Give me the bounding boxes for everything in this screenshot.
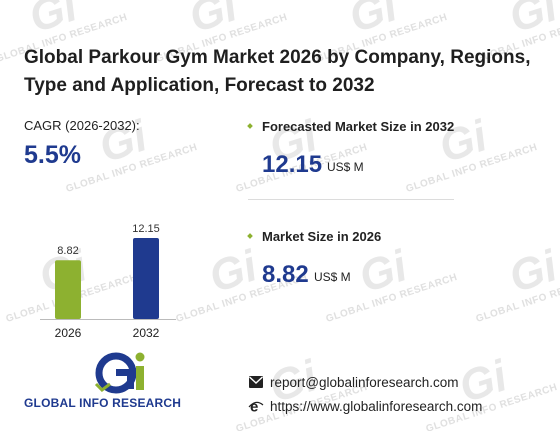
- bar-chart-svg: 8.82 2026 12.15 2032: [40, 223, 176, 340]
- bar-value-label-2026: 8.82: [57, 245, 78, 257]
- contact-email[interactable]: report@globalinforesearch.com: [270, 375, 459, 390]
- contact-website[interactable]: https://www.globalinforesearch.com: [270, 399, 483, 414]
- metric-divider: [248, 199, 454, 200]
- forecast-value: 12.15: [262, 151, 323, 178]
- envelope-icon: [249, 376, 263, 388]
- svg-text:e: e: [250, 399, 258, 413]
- forecast-label: Forecasted Market Size in 2032: [262, 119, 455, 134]
- gi-logo-icon: [94, 352, 145, 394]
- bar-2032: [133, 238, 159, 319]
- x-tick-label-2026: 2026: [55, 326, 82, 340]
- market-size-chart: 8.82 2026 12.15 2032: [0, 215, 200, 345]
- forecast-bullet-icon: [247, 123, 253, 129]
- bar-value-label-2032: 12.15: [132, 223, 160, 235]
- cagr-value: 5.5%: [24, 141, 81, 169]
- company-logo: [24, 352, 194, 414]
- cagr-label: CAGR (2026-2032):: [24, 118, 140, 133]
- current-bullet-icon: [247, 233, 253, 239]
- current-unit: US$ M: [314, 270, 351, 284]
- logo-text: GLOBAL INFO RESEARCH: [24, 396, 182, 410]
- bar-2026: [55, 260, 81, 319]
- globe-e-icon: e: [248, 399, 264, 413]
- forecast-unit: US$ M: [327, 160, 364, 174]
- current-label: Market Size in 2026: [262, 229, 382, 244]
- current-value: 8.82: [262, 261, 309, 288]
- page-title: Global Parkour Gym Market 2026 by Compan…: [24, 47, 531, 96]
- x-tick-label-2032: 2032: [133, 326, 160, 340]
